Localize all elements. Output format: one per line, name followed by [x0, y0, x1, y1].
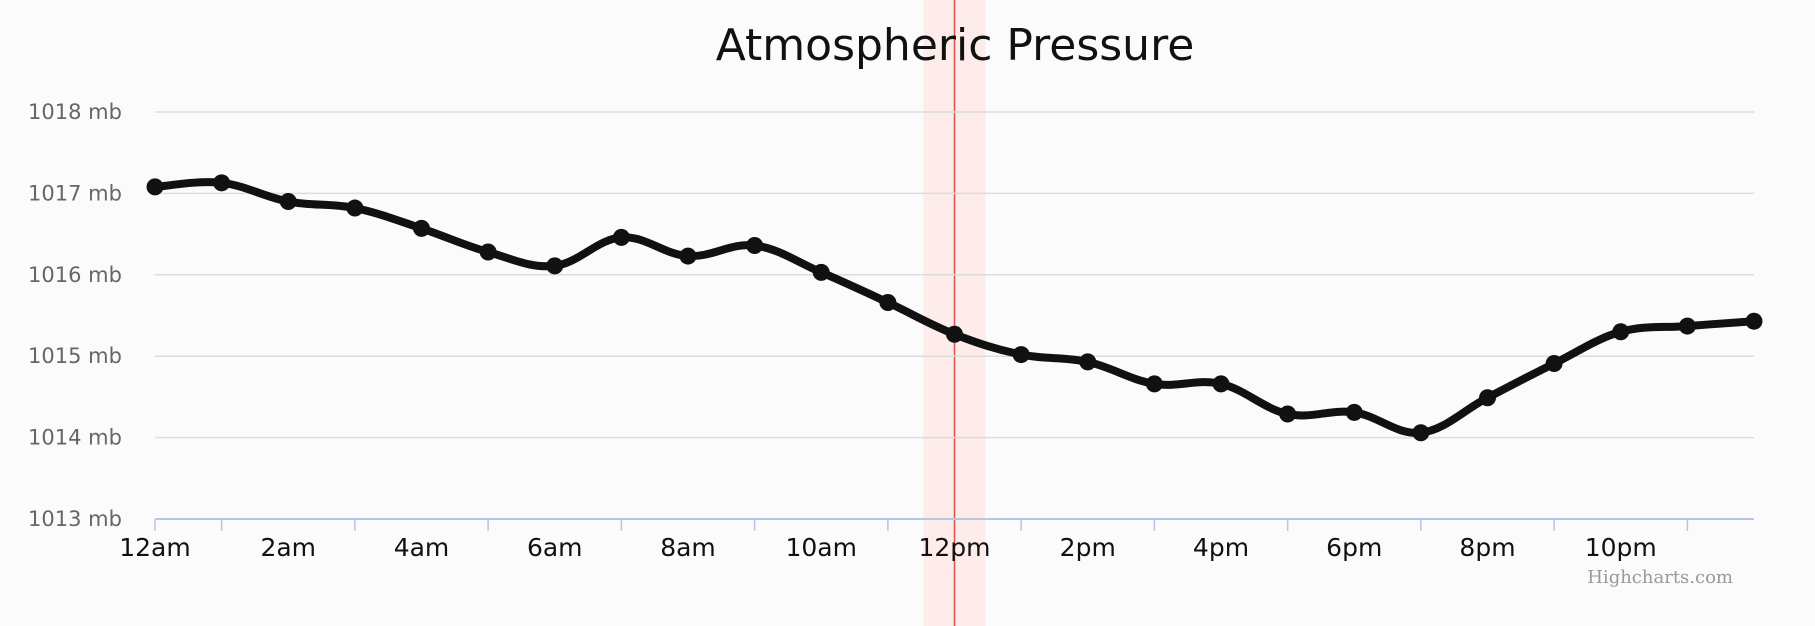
- x-tick-label: 4pm: [1193, 533, 1249, 562]
- data-point[interactable]: [1079, 353, 1097, 371]
- data-point[interactable]: [146, 178, 164, 196]
- data-point[interactable]: [746, 236, 764, 254]
- data-point[interactable]: [1012, 346, 1030, 364]
- data-point[interactable]: [1479, 389, 1496, 407]
- data-point[interactable]: [279, 193, 297, 211]
- data-point[interactable]: [1612, 323, 1630, 341]
- y-tick-label: 1016 mb: [28, 263, 122, 287]
- data-point[interactable]: [1345, 403, 1363, 421]
- x-tick-label: 12pm: [918, 533, 990, 562]
- data-point[interactable]: [1545, 355, 1563, 373]
- data-point[interactable]: [546, 257, 564, 275]
- data-point[interactable]: [1745, 312, 1763, 330]
- x-tick-label: 6am: [527, 533, 583, 562]
- data-point[interactable]: [1145, 375, 1163, 393]
- data-point[interactable]: [812, 263, 830, 281]
- data-point[interactable]: [479, 243, 497, 261]
- y-tick-label: 1017 mb: [28, 181, 122, 205]
- data-point[interactable]: [679, 247, 697, 265]
- data-point[interactable]: [1279, 405, 1297, 423]
- x-tick-label: 2pm: [1060, 533, 1116, 562]
- x-tick-label: 10pm: [1585, 533, 1657, 562]
- data-point[interactable]: [879, 293, 897, 311]
- data-point[interactable]: [1212, 375, 1230, 393]
- data-point[interactable]: [346, 199, 364, 217]
- x-tick-label: 8am: [660, 533, 716, 562]
- x-tick-label: 12am: [119, 533, 190, 562]
- data-point[interactable]: [413, 219, 430, 237]
- y-tick-label: 1013 mb: [28, 507, 122, 531]
- data-point[interactable]: [946, 325, 963, 343]
- credits-link[interactable]: Highcharts.com: [1587, 567, 1733, 588]
- data-point[interactable]: [213, 174, 231, 192]
- x-tick-label: 6pm: [1326, 533, 1382, 562]
- data-point[interactable]: [1678, 317, 1696, 335]
- chart-title: Atmospheric Pressure: [716, 20, 1195, 71]
- x-tick-label: 4am: [394, 533, 450, 562]
- y-tick-label: 1018 mb: [28, 100, 122, 124]
- y-tick-label: 1014 mb: [28, 426, 122, 450]
- y-tick-label: 1015 mb: [28, 344, 122, 368]
- x-tick-label: 10am: [786, 533, 857, 562]
- data-point[interactable]: [612, 228, 630, 246]
- x-tick-label: 2am: [260, 533, 316, 562]
- data-point[interactable]: [1412, 424, 1430, 442]
- x-tick-label: 8pm: [1459, 533, 1515, 562]
